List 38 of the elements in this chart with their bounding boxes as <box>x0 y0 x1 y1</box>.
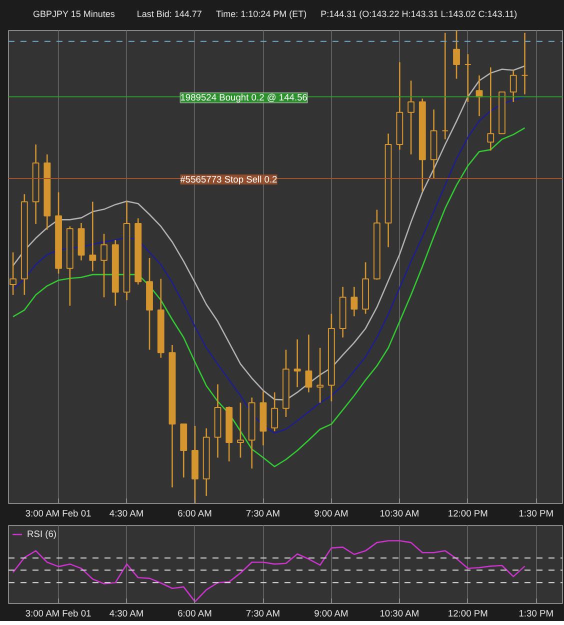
x-tick-label: 9:00 AM <box>314 508 348 518</box>
x-tick-label: 4:30 AM <box>109 508 144 518</box>
text: Last Bid: 144.77 <box>136 9 202 19</box>
candlestick <box>305 334 312 393</box>
text: Time: 1:10:24 PM (ET) <box>216 9 307 19</box>
x-tick-label: 12:00 PM <box>448 608 488 618</box>
candlestick <box>521 32 528 96</box>
x-tick-label: 10:30 AM <box>380 508 420 518</box>
x-tick-label: 7:30 AM <box>246 608 280 618</box>
candlestick <box>487 66 494 152</box>
candlestick <box>316 347 324 404</box>
candlestick <box>350 286 358 317</box>
ref-line-label: 1989524 Bought 0.2 @ 144.56 <box>180 92 308 103</box>
x-tick-label: 1:30 PM <box>518 608 554 618</box>
candlestick <box>442 32 449 140</box>
candlestick <box>464 54 472 103</box>
chart-title: GBPJPY 15 Minutes <box>33 9 115 19</box>
candlestick <box>510 70 517 103</box>
candlestick <box>100 233 108 298</box>
legend-label: RSI (6) <box>27 529 57 539</box>
candlestick <box>453 30 460 80</box>
x-tick-label: 7:30 AM <box>246 508 280 518</box>
candlestick <box>89 201 96 272</box>
x-tick-label: 6:00 AM <box>178 608 212 618</box>
candlestick <box>408 80 414 156</box>
x-tick-label: 6:00 AM <box>178 508 212 518</box>
ref-line-label: #5565773 Stop Sell 0.2 <box>180 174 278 185</box>
candlestick <box>237 402 244 458</box>
x-tick-label: 12:00 PM <box>448 508 488 518</box>
x-tick-label: 9:00 AM <box>314 608 348 618</box>
x-tick-label: 10:30 AM <box>380 608 420 618</box>
text: P:144.31 (O:143.22 H:143.31 L:143.02 C:143.11) <box>320 9 518 19</box>
candlestick <box>271 392 278 432</box>
x-tick-label: 3:00 AM Feb 01 <box>25 608 92 618</box>
candlestick <box>294 338 301 388</box>
x-tick-label: 3:00 AM Feb 01 <box>25 508 92 518</box>
x-tick-label: 4:30 AM <box>109 608 144 618</box>
x-tick-label: 1:30 PM <box>518 508 554 518</box>
